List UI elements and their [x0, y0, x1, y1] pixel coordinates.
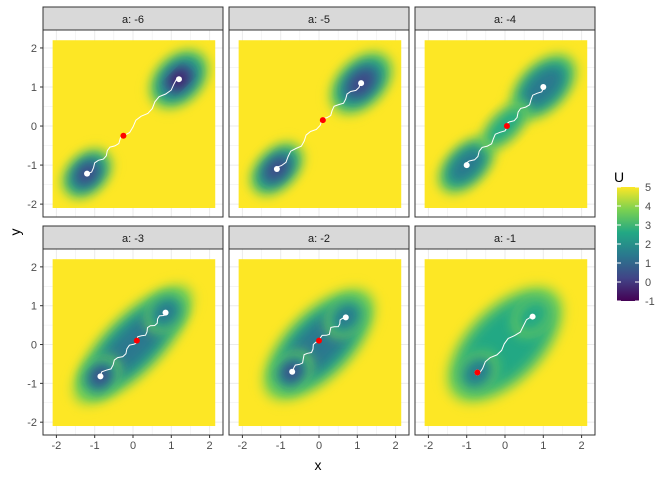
legend-tick-label: -1 [645, 296, 655, 308]
minimum-point [342, 314, 349, 321]
saddle-point [316, 337, 322, 344]
y-tick-label: -2 [27, 199, 37, 211]
saddle-point [133, 337, 140, 344]
x-tick-label: -1 [462, 440, 472, 452]
facet-panel: a: -4 [414, 6, 596, 218]
legend-title: U [614, 169, 624, 185]
panel-border [414, 29, 596, 218]
x-tick-label: 2 [207, 440, 213, 452]
x-tick-label: 0 [502, 440, 508, 452]
y-tick-label: 0 [31, 121, 37, 133]
minimum-point [529, 313, 536, 320]
facet-panel: a: -6 -2 -1 0 1 2 [27, 6, 224, 218]
panel-border [228, 29, 410, 218]
minimum-point [463, 162, 470, 169]
heatmap-field [52, 259, 216, 427]
facet-panel: a: -1 -2 -1 0 1 2 [414, 225, 596, 452]
legend-tick-label: 4 [645, 201, 651, 213]
x-tick-label: 1 [354, 440, 360, 452]
minimum-point [175, 76, 182, 83]
facet-strip-label: a: -1 [494, 233, 516, 245]
x-tick-label: -2 [238, 440, 248, 452]
y-tick-label: 0 [31, 340, 37, 352]
facet-strip-label: a: -2 [308, 233, 330, 245]
facet-panel: a: -5 [228, 6, 410, 218]
x-tick-label: -2 [52, 440, 62, 452]
y-tick-label: 2 [31, 43, 37, 55]
minimum-point [540, 83, 547, 90]
legend-tick-label: 2 [645, 239, 651, 251]
facet-strip-label: a: -3 [122, 233, 144, 245]
minimum-point [97, 373, 104, 380]
y-axis-title: y [7, 229, 23, 236]
legend-tick-label: 3 [645, 220, 651, 232]
x-tick-label: -2 [424, 440, 434, 452]
y-tick-label: 2 [31, 262, 37, 274]
facet-strip-label: a: -5 [308, 14, 330, 26]
minimum-point [162, 309, 169, 316]
x-tick-label: -1 [276, 440, 286, 452]
facet-strip-label: a: -6 [122, 14, 144, 26]
saddle-point [319, 117, 326, 124]
legend-tick-label: 0 [645, 277, 651, 289]
saddle-point [503, 123, 510, 130]
y-tick-label: -1 [27, 160, 37, 172]
facet-panel: a: -3 -2 -1 0 1 2 -2 -1 0 1 2 [27, 225, 224, 452]
y-tick-label: -2 [27, 417, 37, 429]
y-tick-label: -1 [27, 378, 37, 390]
x-tick-label: 1 [168, 440, 174, 452]
x-tick-label: 2 [579, 440, 585, 452]
x-axis-title: x [315, 457, 322, 473]
y-tick-label: 1 [31, 301, 37, 313]
x-tick-label: -1 [90, 440, 100, 452]
minimum-point [273, 165, 280, 172]
y-tick-label: 1 [31, 82, 37, 94]
minimum-point [358, 80, 365, 87]
heatmap-field [424, 259, 588, 427]
x-tick-label: 2 [393, 440, 399, 452]
heatmap-field [52, 40, 216, 209]
facet-strip-label: a: -4 [494, 14, 516, 26]
saddle-point [120, 132, 127, 139]
legend-tick-label: 5 [645, 182, 651, 194]
minimum-point [84, 170, 91, 177]
x-tick-label: 1 [540, 440, 546, 452]
facet-panel: a: -2 -2 -1 0 1 2 [228, 225, 410, 452]
minimum-point [289, 368, 296, 375]
saddle-point [474, 369, 481, 376]
x-tick-label: 0 [130, 440, 136, 452]
legend-tick-label: 1 [645, 258, 651, 270]
x-tick-label: 0 [316, 440, 322, 452]
panel-border [42, 29, 224, 218]
legend-colorbar [617, 187, 639, 301]
legend: 5 4 3 2 1 0 -1 [617, 182, 655, 308]
